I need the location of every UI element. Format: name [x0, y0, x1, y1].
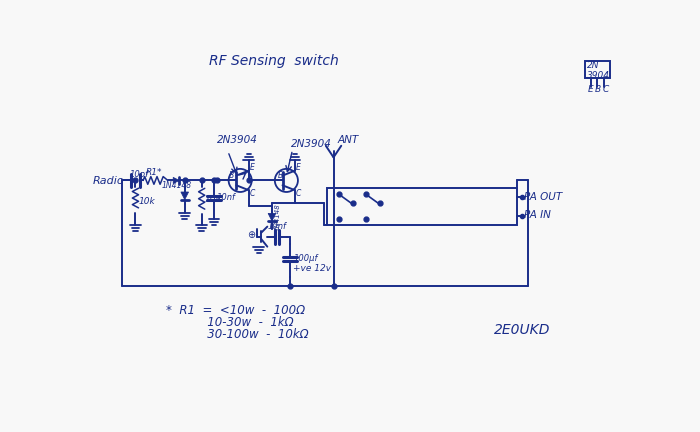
Text: 100μf: 100μf: [293, 254, 318, 263]
Text: 10nf: 10nf: [267, 222, 286, 231]
Text: C: C: [296, 189, 301, 197]
Text: R1*: R1*: [146, 168, 162, 177]
Text: PA IN: PA IN: [524, 210, 551, 220]
Text: 10pf: 10pf: [130, 170, 148, 178]
Text: 10k: 10k: [204, 195, 221, 204]
Text: E: E: [587, 85, 593, 94]
Text: E: E: [296, 163, 301, 172]
Text: 10k: 10k: [139, 197, 155, 206]
Text: RF Sensing  switch: RF Sensing switch: [209, 54, 338, 68]
Text: 30-100w  -  10kΩ: 30-100w - 10kΩ: [167, 328, 309, 341]
Text: B: B: [278, 171, 283, 180]
Text: Radio: Radio: [93, 175, 125, 185]
Text: 2N
3904: 2N 3904: [587, 60, 610, 80]
Text: B: B: [595, 85, 601, 94]
Text: 10-30w  -  1kΩ: 10-30w - 1kΩ: [167, 316, 294, 329]
Text: 1N4148: 1N4148: [161, 181, 191, 190]
Polygon shape: [173, 178, 179, 184]
Text: +ve 12v: +ve 12v: [293, 264, 332, 273]
Text: 2E0UKD: 2E0UKD: [494, 324, 550, 337]
Text: 10nf: 10nf: [217, 193, 236, 202]
Bar: [585, 61, 610, 78]
Text: C: C: [603, 85, 609, 94]
Text: ⊕: ⊕: [247, 230, 256, 240]
Polygon shape: [268, 213, 276, 221]
Text: 2N3904: 2N3904: [217, 136, 258, 146]
Text: *  R1  =  <10w  -  100Ω: * R1 = <10w - 100Ω: [167, 304, 305, 317]
Text: 2N3904: 2N3904: [291, 139, 332, 149]
Text: PA OUT: PA OUT: [524, 192, 563, 202]
Text: ANT: ANT: [337, 136, 358, 146]
Bar: [328, 188, 517, 225]
Text: C: C: [250, 189, 255, 197]
Polygon shape: [181, 192, 188, 200]
Text: B: B: [229, 171, 234, 180]
Text: 1N4148: 1N4148: [275, 203, 281, 231]
Text: E: E: [250, 163, 255, 172]
